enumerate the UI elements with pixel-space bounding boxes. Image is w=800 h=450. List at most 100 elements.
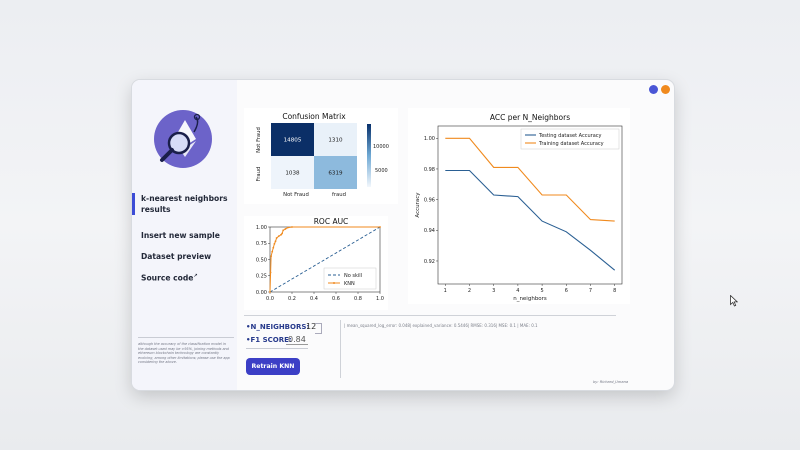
roc-point [269, 271, 272, 274]
mouse-cursor-icon [730, 295, 738, 307]
sidebar-item-insert-sample[interactable]: Insert new sample [132, 231, 246, 240]
magnifier-ethereum-icon [154, 110, 212, 168]
cm-cell [271, 156, 314, 189]
acc-series-training [445, 137, 615, 222]
f1-score-value: 0.84 [286, 335, 308, 345]
sidebar-divider [138, 337, 234, 338]
acc-y-label: Accuracy [415, 192, 421, 218]
acc-x-tick: 4 [516, 288, 519, 294]
cm-value: 14805 [284, 138, 302, 144]
minimize-window-button[interactable] [649, 85, 658, 94]
roc-legend-marker [333, 282, 335, 284]
sidebar-item-source-code[interactable]: Source code↗ [132, 273, 246, 283]
metrics-text: | mean_squared_log_error: 0.048| explain… [344, 323, 538, 328]
sidebar: k-nearest neighbors results Insert new s… [132, 80, 237, 390]
roc-y-tick: 0.00 [256, 290, 267, 296]
acc-y-tick: 0.92 [424, 259, 435, 265]
n-neighbors-stepper[interactable] [315, 323, 322, 334]
sidebar-item-label: Dataset preview [141, 252, 212, 261]
acc-frame [437, 125, 623, 285]
roc-point [280, 233, 282, 236]
roc-point [272, 246, 275, 249]
external-link-icon: ↗ [193, 273, 198, 279]
roc-series-knn [269, 226, 380, 293]
roc-point [286, 226, 289, 229]
acc-series-testing [445, 169, 616, 271]
roc-y-tick: 0.75 [256, 241, 267, 247]
acc-y-tick: 0.96 [424, 197, 435, 203]
roc-auc-panel: ROC AUC 0.0 0.2 0.4 0.6 0.8 1.0 0.00 0.25 0.50 0.7… [244, 216, 388, 310]
close-window-button[interactable] [661, 85, 670, 94]
roc-point [282, 229, 285, 232]
roc-point [273, 243, 276, 245]
acc-legend-label: Testing dataset Accuracy [538, 133, 602, 139]
acc-y-tick: 1.00 [424, 136, 435, 142]
roc-title: ROC AUC [314, 217, 349, 226]
confusion-matrix-panel: Confusion Matrix Not Fraud Fraud 14805 13… [244, 108, 398, 204]
roc-x-tick: 0.4 [310, 296, 318, 302]
roc-point [291, 226, 293, 228]
roc-legend-label: No skill [344, 273, 362, 279]
roc-point [275, 237, 278, 239]
cm-colorbar-tick: 5000 [375, 168, 388, 174]
accuracy-panel: ACC per N_Neighbors 1 2 3 4 5 6 7 8 0.92 0.94 0.96 0… [408, 108, 630, 304]
roc-x-tick: 0.6 [332, 296, 340, 302]
roc-series-no-skill [269, 226, 381, 293]
roc-x-tick: 1.0 [376, 296, 384, 302]
roc-point [270, 255, 272, 258]
n-neighbors-value[interactable]: 12 [306, 322, 317, 331]
acc-x-tick: 7 [589, 288, 592, 294]
acc-x-tick: 2 [468, 288, 471, 294]
cm-cell [314, 123, 357, 156]
acc-x-tick: 8 [613, 288, 616, 294]
roc-point [281, 232, 283, 235]
acc-x-tick: 5 [541, 288, 544, 294]
cm-value: 6319 [328, 171, 343, 177]
sidebar-item-label: k-nearest neighbors [141, 194, 228, 203]
acc-y-tick: 0.98 [424, 167, 435, 173]
retrain-knn-button[interactable]: Retrain KNN [246, 358, 300, 375]
roc-point [284, 228, 287, 230]
cm-col-label-0: Not Fraud [283, 192, 309, 198]
app-window: k-nearest neighbors results Insert new s… [132, 80, 674, 390]
roc-point [271, 250, 274, 253]
acc-title: ACC per N_Neighbors [490, 113, 570, 122]
n-neighbors-label: •N_NEIGHBORS: [246, 323, 310, 331]
cm-colorbar [367, 124, 371, 187]
sidebar-item-knn-results[interactable]: k-nearest neighbors results [132, 193, 246, 215]
roc-legend [323, 267, 377, 290]
cm-colorbar-tick: 10000 [373, 144, 389, 150]
roc-x-tick: 0.0 [266, 296, 274, 302]
roc-point [269, 291, 271, 293]
acc-legend-label: Training dataset Accuracy [538, 141, 604, 147]
cm-cell [271, 123, 314, 156]
sidebar-item-label: Source code [141, 273, 194, 283]
acc-x-tick: 1 [444, 288, 447, 294]
metrics-divider [340, 320, 341, 378]
roc-x-tick: 0.8 [354, 296, 362, 302]
sidebar-item-label: results [141, 205, 171, 214]
acc-legend [520, 128, 620, 150]
roc-y-tick: 0.50 [256, 257, 267, 263]
sidebar-item-dataset-preview[interactable]: Dataset preview [132, 252, 246, 261]
f1-score-label: •F1 SCORE: [246, 336, 292, 344]
cm-value: 1310 [328, 138, 343, 144]
acc-x-tick: 3 [492, 288, 495, 294]
f1-divider [246, 348, 308, 349]
cm-value: 1038 [285, 171, 300, 177]
cm-row-label-0: Not Fraud [256, 127, 262, 153]
acc-x-label: n_neighbors [513, 296, 547, 302]
byline: by: Richard_Umana [593, 380, 629, 384]
cm-row-label-1: Fraud [256, 167, 262, 182]
roc-point [274, 240, 277, 243]
roc-y-tick: 1.00 [256, 225, 267, 231]
roc-y-tick: 0.25 [256, 274, 267, 280]
cm-cell [314, 156, 357, 189]
roc-legend-label: KNN [344, 281, 355, 287]
roc-x-tick: 0.2 [288, 296, 296, 302]
roc-point [277, 235, 280, 237]
roc-point [379, 226, 381, 228]
section-divider [244, 315, 616, 316]
cm-col-label-1: fraud [332, 192, 346, 198]
cm-title: Confusion Matrix [282, 112, 346, 121]
